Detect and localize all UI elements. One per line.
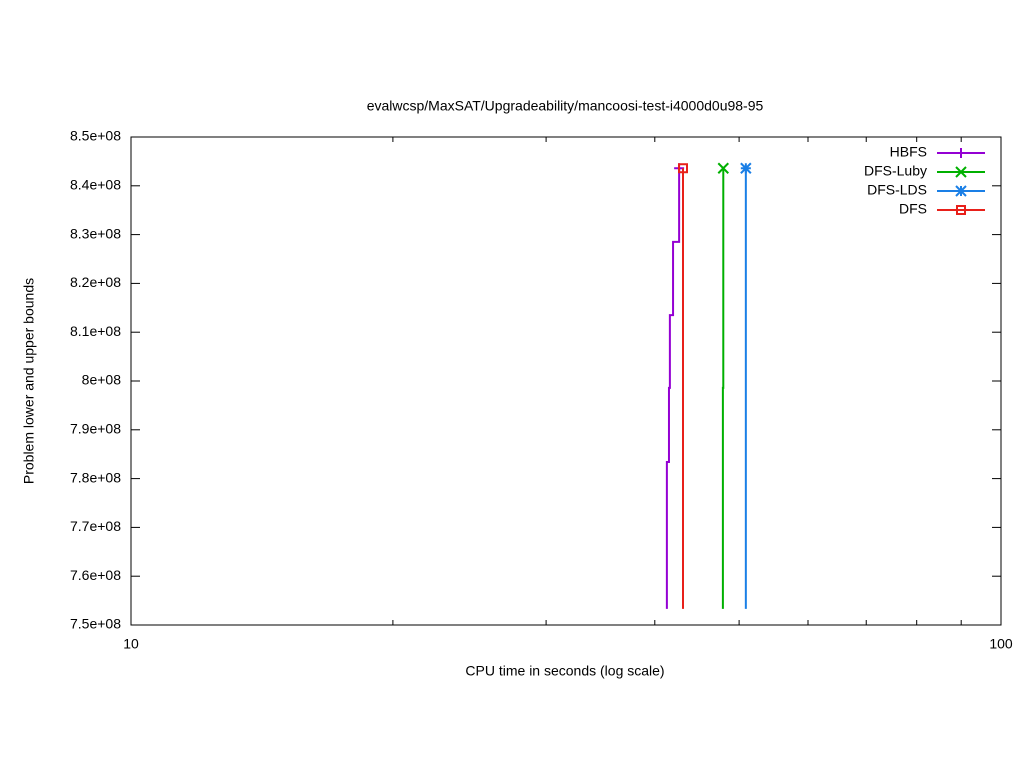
y-tick-label: 8e+08 [82, 372, 122, 388]
legend-label: HBFS [890, 144, 927, 160]
y-tick-label: 7.7e+08 [70, 518, 121, 534]
chart-title: evalwcsp/MaxSAT/Upgradeability/mancoosi-… [367, 98, 764, 114]
marker [717, 162, 729, 174]
x-tick-label: 100 [989, 636, 1013, 652]
y-tick-label: 8.1e+08 [70, 323, 121, 339]
x-tick-label: 10 [123, 636, 139, 652]
marker [955, 166, 967, 178]
y-tick-label: 7.8e+08 [70, 469, 121, 485]
marker [956, 205, 966, 215]
y-tick-label: 7.6e+08 [70, 567, 121, 583]
marker [740, 162, 752, 174]
marker [677, 163, 688, 174]
y-tick-label: 8.2e+08 [70, 274, 121, 290]
y-tick-label: 8.4e+08 [70, 177, 121, 193]
y-axis-label: Problem lower and upper bounds [21, 278, 37, 484]
legend-label: DFS-Luby [864, 163, 927, 179]
legend-label: DFS-LDS [867, 182, 927, 198]
series-line [665, 168, 681, 609]
y-tick-label: 8.5e+08 [70, 128, 121, 144]
marker [956, 148, 966, 158]
plot-frame [130, 136, 1002, 626]
y-tick-label: 8.3e+08 [70, 225, 121, 241]
x-axis-label: CPU time in seconds (log scale) [465, 663, 664, 679]
y-tick-label: 7.9e+08 [70, 421, 121, 437]
y-tick-label: 7.5e+08 [70, 616, 121, 632]
marker [955, 185, 967, 197]
legend-label: DFS [899, 201, 927, 217]
